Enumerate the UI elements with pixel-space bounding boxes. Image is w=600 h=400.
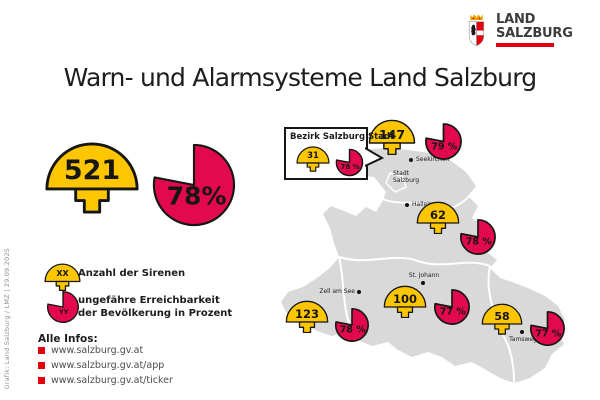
place-label-st-johann: St. Johann: [408, 272, 440, 279]
place-dot-tamsweg: [520, 330, 524, 334]
callout-bezirk-salzburg-stadt: Bezirk Salzburg Stadt 31 78 %: [284, 127, 394, 180]
info-heading: Alle Infos:: [38, 333, 98, 345]
region-coverage-value: 77 %: [439, 306, 466, 318]
region-sirens-count: 62: [429, 208, 446, 222]
total-coverage-pie: 78%: [151, 142, 237, 228]
total-coverage-value: 78%: [166, 181, 227, 211]
place-dot-seekirchen: [409, 158, 413, 162]
callout-sirens: 31: [296, 146, 330, 172]
legend-pie-label-line1: ungefähre Erreichbarkeit: [78, 295, 220, 306]
region-sirens-count: 100: [392, 292, 417, 306]
pie-icon: [460, 219, 496, 255]
legend-pie-label-line2: der Bevölkerung in Prozent: [78, 308, 233, 319]
info-link-row: www.salzburg.gv.at/ticker: [38, 375, 173, 386]
callout-pointer: [365, 147, 385, 167]
place-label-hallein: Hallein: [412, 201, 433, 208]
legend-pie-label: ungefähre Erreichbarkeit der Bevölkerung…: [78, 294, 232, 320]
logo-red-bar: [496, 43, 554, 47]
siren-icon: [368, 119, 416, 156]
red-square-bullet: [38, 377, 45, 384]
place-dot-hallein: [405, 203, 409, 207]
place-label-seekirchen: Seekirchen: [416, 156, 450, 163]
logo-text-salzburg: SALZBURG: [496, 25, 573, 41]
region-coverage-tamsweg: 77 %: [529, 310, 566, 347]
pie-icon: [434, 289, 470, 325]
link-salzburg-gv-at-ticker[interactable]: www.salzburg.gv.at/ticker: [51, 375, 173, 386]
region-coverage-st-johann: 77 %: [433, 288, 471, 326]
region-sirens-count: 58: [494, 310, 510, 323]
pie-icon: [47, 291, 79, 323]
legend-pie-symbol: YY: [46, 290, 80, 324]
pie-icon: [152, 143, 236, 227]
siren-icon: [44, 263, 81, 292]
place-dot-st-johann: [421, 281, 425, 285]
region-sirens-seekirchen: 147: [368, 119, 416, 156]
place-label-zell-am-see: Zell am See: [319, 288, 355, 295]
siren-icon: [285, 300, 329, 334]
region-sirens-hallein: 62: [416, 201, 460, 235]
place-dot-zell-am-see: [357, 290, 361, 294]
credit-line: Grafik: Land Salzburg / LMZ | 29.09.2025: [3, 248, 11, 390]
pie-icon: [335, 148, 364, 177]
place-label-stadt-salzburg: Stadt Salzburg: [393, 170, 419, 184]
pie-icon: [529, 311, 565, 346]
region-coverage-value: 78 %: [339, 324, 366, 336]
total-sirens-symbol: 521: [44, 141, 140, 214]
siren-icon: [383, 285, 427, 319]
siren-icon: [416, 201, 460, 235]
city-label-line1: Stadt: [393, 170, 409, 177]
link-salzburg-gv-at-app[interactable]: www.salzburg.gv.at/app: [51, 360, 165, 371]
info-link-row: www.salzburg.gv.at/app: [38, 360, 164, 371]
land-salzburg-logo: LAND SALZBURG: [464, 13, 573, 51]
region-coverage-hallein: 78 %: [459, 218, 497, 256]
siren-icon: [296, 146, 330, 172]
legend-siren-symbol: XX: [44, 263, 81, 292]
salzburg-state-map: [281, 148, 565, 384]
pie-icon: [334, 307, 369, 342]
land-salzburg-crest-icon: [464, 13, 489, 51]
region-coverage-value: 79 %: [431, 141, 458, 153]
region-sirens-tamsweg: 58: [481, 303, 523, 335]
region-coverage-seekirchen: 79 %: [424, 122, 463, 161]
region-coverage-zell-am-see: 78 %: [334, 307, 370, 343]
city-label-line2: Salzburg: [393, 177, 420, 184]
siren-icon: [45, 142, 139, 214]
pie-icon: [425, 123, 462, 160]
link-salzburg-gv-at[interactable]: www.salzburg.gv.at: [51, 345, 144, 356]
legend-pie-placeholder: YY: [58, 307, 69, 316]
state-outline: [281, 148, 565, 383]
red-square-bullet: [38, 362, 45, 369]
region-sirens-zell-am-see: 123: [285, 300, 329, 334]
callout-title: Bezirk Salzburg Stadt: [290, 132, 395, 142]
place-label-tamsweg: Tamsweg: [509, 336, 537, 343]
logo-text-land: LAND: [496, 12, 536, 27]
callout-coverage-value: 78 %: [340, 162, 360, 171]
total-sirens-count: 521: [63, 155, 121, 186]
region-sirens-count: 147: [378, 127, 406, 142]
info-link-row: www.salzburg.gv.at: [38, 345, 143, 356]
region-coverage-value: 78 %: [465, 236, 492, 248]
red-square-bullet: [38, 347, 45, 354]
region-coverage-value: 77 %: [535, 328, 562, 340]
callout-sirens-count: 31: [307, 151, 319, 161]
region-sirens-count: 123: [294, 307, 319, 321]
siren-icon: [481, 303, 523, 335]
region-sirens-st-johann: 100: [383, 285, 427, 319]
callout-coverage-pie: 78 %: [335, 148, 364, 177]
page-title: Warn- und Alarmsysteme Land Salzburg: [63, 63, 537, 92]
legend-siren-placeholder: XX: [56, 269, 69, 278]
legend-siren-label: Anzahl der Sirenen: [78, 268, 186, 279]
